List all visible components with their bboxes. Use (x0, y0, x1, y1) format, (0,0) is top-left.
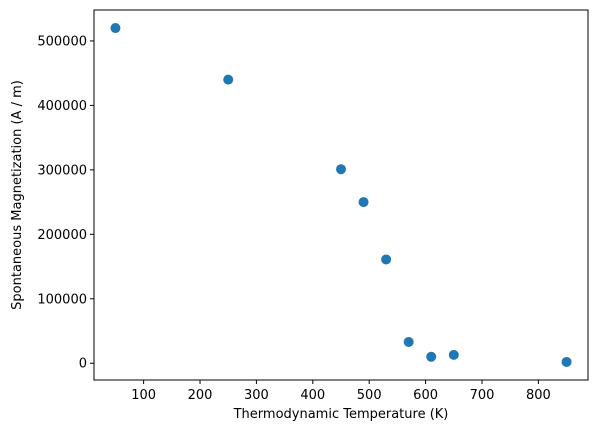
x-tick-label: 600 (413, 388, 438, 403)
data-point (358, 197, 369, 208)
data-point (561, 356, 572, 367)
x-tick-label: 500 (357, 388, 382, 403)
data-point (448, 349, 459, 360)
data-point (336, 164, 346, 175)
y-tick-label: 300000 (37, 163, 87, 178)
data-point (403, 336, 414, 347)
plot-frame (93, 9, 589, 381)
data-point (381, 254, 392, 265)
y-axis-label: Spontaneous Magnetization (A / m) (10, 80, 25, 310)
x-tick-label: 100 (131, 388, 156, 403)
x-tick-label: 800 (526, 388, 551, 403)
data-point (110, 23, 121, 34)
y-axis-ticks: 0 100000 200000 300000 400000 500000 (37, 34, 94, 372)
x-tick-label: 400 (300, 388, 325, 403)
x-tick-label: 300 (244, 388, 269, 403)
y-tick-label: 500000 (37, 34, 87, 49)
x-tick-label: 700 (470, 388, 495, 403)
plot-area (93, 9, 589, 381)
x-axis-ticks: 100 200 300 400 500 600 700 800 (131, 380, 551, 403)
data-point (223, 74, 234, 85)
y-tick-label: 200000 (37, 228, 87, 243)
x-axis-label: Thermodynamic Temperature (K) (233, 407, 449, 422)
data-point (426, 351, 437, 362)
data-points (110, 23, 572, 367)
y-tick-label: 100000 (37, 292, 87, 307)
x-tick-label: 200 (188, 388, 213, 403)
y-tick-label: 400000 (37, 99, 87, 114)
y-tick-label: 0 (79, 357, 87, 372)
